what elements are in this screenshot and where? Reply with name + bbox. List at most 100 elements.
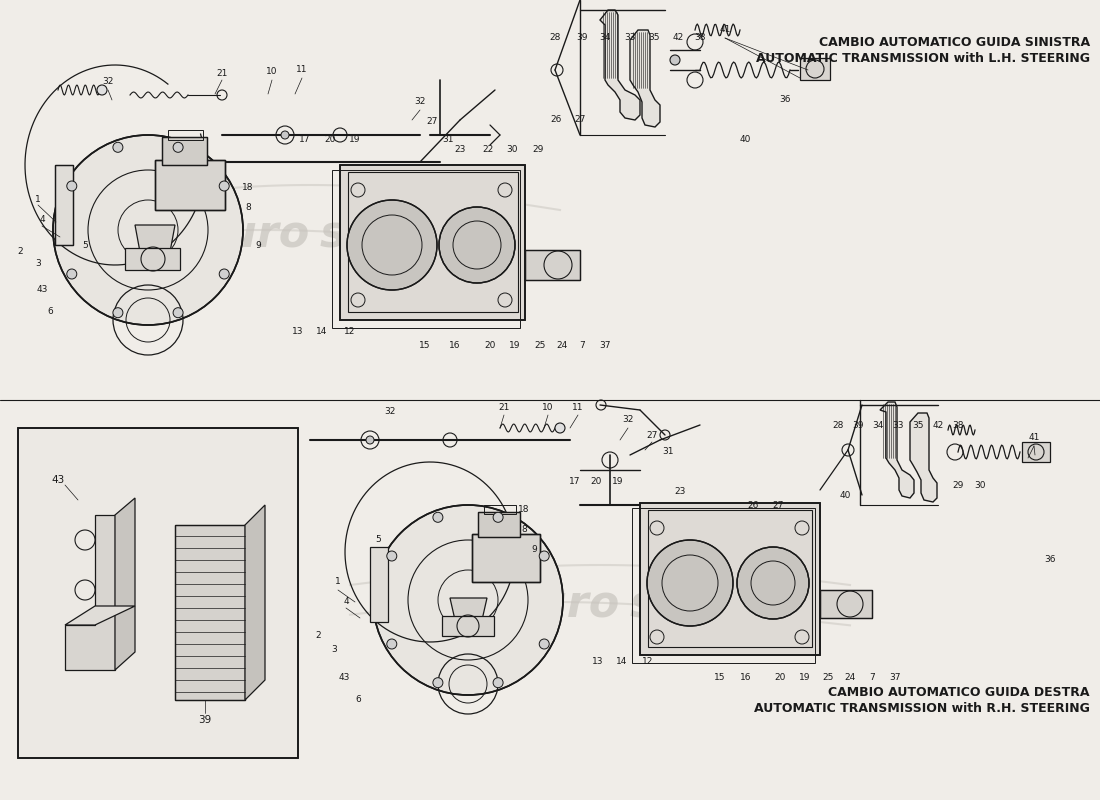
Text: 19: 19 [350, 135, 361, 145]
Bar [1022, 442, 1050, 462]
Circle shape [346, 200, 437, 290]
Text: 32: 32 [384, 407, 396, 417]
Circle shape [173, 308, 183, 318]
Polygon shape [65, 515, 116, 670]
Circle shape [539, 551, 549, 561]
Text: 6: 6 [47, 307, 53, 317]
Text: 20: 20 [591, 478, 602, 486]
Text: 3: 3 [35, 259, 41, 269]
Bar [168, 130, 204, 140]
Text: 39: 39 [198, 715, 211, 725]
Text: 43: 43 [339, 674, 350, 682]
Text: 30: 30 [975, 481, 986, 490]
Text: 7: 7 [869, 674, 874, 682]
Circle shape [113, 308, 123, 318]
Circle shape [219, 181, 229, 191]
Text: 11: 11 [296, 66, 308, 74]
Text: 39: 39 [852, 421, 864, 430]
Text: 10: 10 [542, 402, 553, 411]
Text: 22: 22 [483, 146, 494, 154]
Text: 33: 33 [625, 33, 636, 42]
Polygon shape [135, 225, 175, 252]
Text: 32: 32 [415, 98, 426, 106]
Text: 29: 29 [532, 146, 543, 154]
Text: 19: 19 [800, 674, 811, 682]
Text: 43: 43 [52, 475, 65, 485]
Polygon shape [245, 505, 265, 700]
Bar [370, 547, 388, 622]
Text: 8: 8 [245, 203, 251, 213]
Text: 36: 36 [1044, 555, 1056, 565]
Text: 37: 37 [600, 341, 610, 350]
Text: 21: 21 [498, 402, 509, 411]
Text: 41: 41 [719, 26, 730, 34]
Bar [155, 160, 226, 210]
Text: CAMBIO AUTOMATICO GUIDA SINISTRA: CAMBIO AUTOMATICO GUIDA SINISTRA [818, 35, 1090, 49]
Circle shape [67, 181, 77, 191]
Text: euro: euro [506, 583, 620, 626]
Text: 27: 27 [427, 118, 438, 126]
Text: 16: 16 [740, 674, 751, 682]
Text: 14: 14 [616, 658, 628, 666]
Text: CAMBIO AUTOMATICO GUIDA DESTRA: CAMBIO AUTOMATICO GUIDA DESTRA [828, 686, 1090, 698]
Circle shape [387, 551, 397, 561]
Text: 12: 12 [344, 327, 355, 337]
Circle shape [113, 142, 123, 152]
Text: 29: 29 [953, 481, 964, 490]
Bar [478, 512, 520, 537]
Text: 14: 14 [317, 327, 328, 337]
Bar [800, 58, 830, 80]
Text: 4: 4 [40, 215, 45, 225]
Polygon shape [910, 413, 937, 502]
Polygon shape [65, 606, 135, 625]
Text: 38: 38 [953, 421, 964, 430]
Circle shape [556, 423, 565, 433]
Circle shape [439, 207, 515, 283]
Text: 3: 3 [331, 646, 337, 654]
Text: spares: spares [320, 214, 487, 257]
Text: 32: 32 [623, 415, 634, 425]
Bar [332, 170, 520, 328]
Circle shape [647, 540, 733, 626]
Text: 20: 20 [484, 341, 496, 350]
Text: 16: 16 [449, 341, 461, 350]
Polygon shape [630, 30, 660, 127]
Polygon shape [880, 402, 914, 498]
Text: 23: 23 [454, 146, 465, 154]
Text: 34: 34 [872, 421, 883, 430]
Bar [162, 137, 207, 165]
Bar [155, 160, 226, 210]
Text: 2: 2 [316, 631, 321, 641]
Bar [348, 172, 518, 312]
Text: 5: 5 [375, 535, 381, 545]
Bar [18, 428, 298, 758]
Text: 24: 24 [557, 341, 568, 350]
Bar [442, 616, 494, 636]
Text: 28: 28 [833, 421, 844, 430]
Bar [640, 503, 820, 655]
Bar [125, 248, 180, 270]
Text: 19: 19 [509, 341, 520, 350]
Text: 35: 35 [912, 421, 924, 430]
Text: 31: 31 [442, 135, 453, 145]
Text: 32: 32 [102, 78, 113, 86]
Text: 17: 17 [299, 135, 310, 145]
Bar [820, 590, 872, 618]
Text: 37: 37 [889, 674, 901, 682]
Circle shape [75, 580, 95, 600]
Bar [632, 508, 815, 663]
Circle shape [539, 639, 549, 649]
Circle shape [493, 678, 503, 688]
Text: 33: 33 [892, 421, 904, 430]
Text: 10: 10 [266, 67, 277, 77]
Text: 24: 24 [845, 674, 856, 682]
Circle shape [53, 135, 243, 325]
Polygon shape [116, 498, 135, 670]
Text: 19: 19 [613, 478, 624, 486]
Text: 4: 4 [343, 598, 349, 606]
Text: 15: 15 [714, 674, 726, 682]
Text: 27: 27 [772, 501, 783, 510]
Text: spares: spares [630, 583, 798, 626]
Circle shape [75, 530, 95, 550]
Circle shape [67, 269, 77, 279]
